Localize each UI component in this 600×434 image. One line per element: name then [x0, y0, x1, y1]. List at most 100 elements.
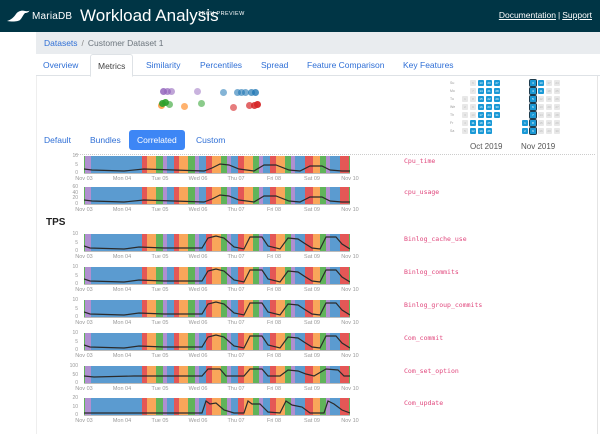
metric-chart[interactable]: 100 50 0 Nov 03 Mon 04 Tue 05 Wed 06 Thu 07 Fri …: [60, 363, 380, 396]
calendar-day-cell[interactable]: 15: [538, 120, 544, 126]
band-red: [238, 267, 244, 284]
calendar-day-cell[interactable]: 17: [546, 80, 552, 86]
metric-name-label[interactable]: Binlog_cache_use: [404, 235, 467, 243]
subtab-bundles[interactable]: Bundles: [90, 135, 121, 145]
tab-metrics[interactable]: Metrics: [90, 54, 134, 77]
tab-spread[interactable]: Spread: [261, 60, 289, 70]
calendar-day-cell[interactable]: 5: [529, 95, 537, 103]
calendar-day-cell[interactable]: 26: [486, 128, 492, 134]
mariadb-logo[interactable]: MariaDB: [6, 6, 72, 26]
subtab-correlated[interactable]: Correlated: [129, 130, 185, 150]
metric-name-label[interactable]: cpu_usage: [404, 188, 440, 196]
calendar-day-cell[interactable]: 14: [538, 112, 544, 118]
calendar-day-cell[interactable]: 7: [529, 111, 537, 119]
tab-key-features[interactable]: Key Features: [403, 60, 454, 70]
calendar-day-cell[interactable]: 18: [546, 88, 552, 94]
metric-name-label[interactable]: Binlog_group_commits: [404, 301, 483, 309]
calendar-day-cell[interactable]: 25: [554, 88, 560, 94]
tab-similarity[interactable]: Similarity: [146, 60, 181, 70]
subtab-default[interactable]: Default: [44, 135, 71, 145]
subtab-custom[interactable]: Custom: [196, 135, 226, 145]
calendar-day-cell[interactable]: 19: [478, 128, 484, 134]
calendar-day-cell[interactable]: 10: [470, 112, 476, 118]
calendar-day-cell[interactable]: 4: [529, 87, 537, 95]
calendar-day-cell[interactable]: 1: [462, 96, 468, 102]
calendar-day-cell[interactable]: 3: [462, 112, 468, 118]
calendar-day-cell[interactable]: 28: [494, 88, 500, 94]
band-red: [173, 156, 180, 173]
calendar-day-cell[interactable]: 11: [538, 88, 544, 94]
calendar-day-cell[interactable]: 8: [529, 119, 537, 127]
calendar-day-cell[interactable]: 30: [494, 104, 500, 110]
support-link[interactable]: Support: [562, 10, 592, 20]
calendar-day-cell[interactable]: 22: [546, 120, 552, 126]
calendar-day-cell[interactable]: 27: [494, 80, 500, 86]
calendar-day-cell[interactable]: 25: [486, 120, 492, 126]
calendar-day-cell[interactable]: 13: [478, 80, 484, 86]
calendar-day-cell[interactable]: 8: [470, 96, 476, 102]
metric-name-label[interactable]: Com_commit: [404, 334, 444, 342]
tab-feature-comparison[interactable]: Feature Comparison: [307, 60, 385, 70]
calendar-day-cell[interactable]: 10: [538, 80, 544, 86]
calendar-day-cell[interactable]: 15: [478, 96, 484, 102]
calendar-day-cell[interactable]: 23: [546, 128, 552, 134]
metric-chart[interactable]: 10 5 0 Nov 03 Mon 04 Tue 05 Wed 06 Thu 07 Fri 08…: [60, 264, 380, 297]
documentation-link[interactable]: Documentation: [498, 10, 556, 20]
calendar-day-cell[interactable]: 20: [546, 104, 552, 110]
cluster-scatter-plot[interactable]: [150, 80, 280, 120]
x-axis-tick: Thu 07: [227, 320, 245, 326]
calendar-day-cell[interactable]: 30: [554, 128, 560, 134]
calendar-day-cell[interactable]: 26: [554, 96, 560, 102]
calendar-day-cell[interactable]: 22: [486, 96, 492, 102]
calendar-day-cell[interactable]: 5: [462, 128, 468, 134]
calendar-day-cell[interactable]: 12: [538, 96, 544, 102]
calendar-day-cell[interactable]: 13: [538, 104, 544, 110]
tab-overview[interactable]: Overview: [43, 60, 79, 70]
calendar-day-cell[interactable]: 9: [529, 127, 537, 135]
calendar-day-cell[interactable]: 3: [529, 79, 537, 87]
calendar-day-cell[interactable]: 28: [554, 112, 560, 118]
calendar-day-cell[interactable]: 1: [522, 120, 528, 126]
calendar-day-cell[interactable]: 16: [538, 128, 544, 134]
band-orange: [147, 333, 157, 350]
metric-chart[interactable]: 10 5 0 Nov 03 Mon 04 Tue 05 Wed 06 Thu 07 Fri 08…: [60, 330, 380, 363]
y-axis-tick: 0: [75, 248, 78, 254]
calendar-day-cell[interactable]: 24: [486, 112, 492, 118]
calendar-day-cell[interactable]: 7: [470, 88, 476, 94]
metric-name-label[interactable]: Cpu_time: [404, 157, 436, 165]
breadcrumb-datasets-link[interactable]: Datasets: [44, 38, 78, 48]
calendar-day-cell[interactable]: 12: [470, 128, 476, 134]
calendar-day-cell[interactable]: 11: [470, 120, 476, 126]
calendar-day-cell[interactable]: 19: [546, 96, 552, 102]
calendar-day-cell[interactable]: 21: [486, 88, 492, 94]
calendar-day-cell[interactable]: 31: [494, 112, 500, 118]
calendar-day-cell[interactable]: 6: [529, 103, 537, 111]
calendar-day-cell[interactable]: 14: [478, 88, 484, 94]
calendar-day-cell[interactable]: 16: [478, 104, 484, 110]
calendar-day-cell[interactable]: 29: [554, 120, 560, 126]
metric-chart[interactable]: 60 40 20 0 Nov 03 Mon 04 Tue 05 Wed 06 Thu 07 Fri…: [60, 184, 380, 217]
band-orange: [313, 398, 320, 415]
calendar-day-cell[interactable]: 21: [546, 112, 552, 118]
calendar-day-cell[interactable]: 4: [462, 120, 468, 126]
metric-name-label[interactable]: Binlog_commits: [404, 268, 459, 276]
tab-percentiles[interactable]: Percentiles: [200, 60, 243, 70]
metric-chart[interactable]: 10 5 0 Nov 03 Mon 04 Tue 05 Wed 06 Thu 07 Fri 08…: [60, 297, 380, 330]
date-range-calendar[interactable]: Su Mo Tu We Th Fr Sa 1 2 3 4 5 6 7 8 9 10 11 12 13 14…: [450, 78, 570, 158]
metric-name-label[interactable]: Com_update: [404, 399, 444, 407]
calendar-day-cell[interactable]: 24: [554, 80, 560, 86]
calendar-day-cell[interactable]: 17: [478, 112, 484, 118]
calendar-day-cell[interactable]: 9: [470, 104, 476, 110]
metric-name-label[interactable]: Com_set_option: [404, 367, 459, 375]
metric-chart[interactable]: 20 10 0 Nov 03 Mon 04 Tue 05 Wed 06 Thu 07 Fri 0…: [60, 395, 380, 428]
metric-chart[interactable]: 10 5 0 Nov 03 Mon 04 Tue 05 Wed 06 Thu 07 Fri 08…: [60, 153, 380, 186]
calendar-day-cell[interactable]: 27: [554, 104, 560, 110]
calendar-day-cell[interactable]: 18: [478, 120, 484, 126]
calendar-day-cell[interactable]: 2: [462, 104, 468, 110]
calendar-day-cell[interactable]: 20: [486, 80, 492, 86]
calendar-day-cell[interactable]: 29: [494, 96, 500, 102]
metric-chart[interactable]: 10 5 0 Nov 03 Mon 04 Tue 05 Wed 06 Thu 07 Fri 08…: [60, 231, 380, 264]
calendar-day-cell[interactable]: 2: [522, 128, 528, 134]
calendar-day-cell[interactable]: 6: [470, 80, 476, 86]
calendar-day-cell[interactable]: 23: [486, 104, 492, 110]
